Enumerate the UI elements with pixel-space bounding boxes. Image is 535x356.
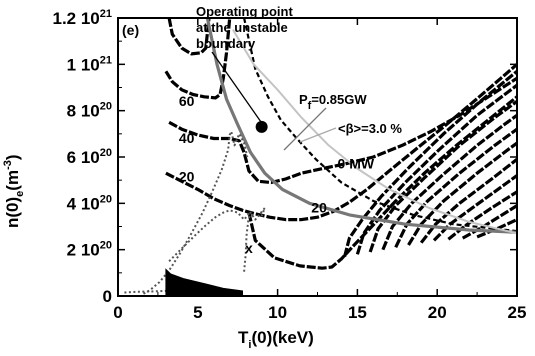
contour-series-7 [368,100,517,253]
annotation-operating-line1: Operating point [196,4,293,19]
fusion-power-leader [283,107,327,151]
x-tick-label: 15 [348,303,367,322]
contour-level-label: 20 [311,200,327,216]
contour-series-0 [167,18,211,56]
power-series-17 [205,18,517,234]
contour-series-14 [461,204,517,240]
y-tick-label: 0 [103,287,112,306]
contour-series-10 [407,141,517,246]
y-axis-label-close: ) [3,154,22,160]
operating-point-leader [211,51,263,124]
x-tick-label: 5 [193,303,202,322]
beta-series-18 [232,29,517,235]
pf-subscript: f [308,100,312,112]
annotation-operating-line3: boundary [196,36,256,51]
ignition-series-16 [243,18,517,233]
y-tick-label: 1 1021 [67,54,112,74]
annotation-beta: <β>=3.0 % [338,121,402,136]
annotation-fusion-power: Pf=0.85GW [299,92,367,112]
low-density-filled-region [165,268,243,296]
contour-series-12 [432,174,517,242]
contour-level-label: 60 [179,93,195,109]
contour-series-3 [165,63,517,222]
operating-point-marker [255,120,268,133]
label-layer: 0 5 10 15 20 25 0 2 1020 4 1020 6 1020 8 1020 1 102… [52,8,526,322]
pf-value: =0.85GW [311,92,367,107]
curve-layer [124,18,517,296]
plot-frame [117,17,518,297]
trajectory-series-20 [168,209,256,263]
y-tick-label: 2 1020 [67,240,112,260]
contour-series-11 [419,158,517,244]
contour-series-5 [343,70,517,258]
contour-series-2 [168,76,517,185]
beta-leader [299,127,337,143]
contour-level-label: x [245,240,253,256]
y-axis-label: n(0)e(m-3) [2,154,26,228]
x-tick-label: 20 [428,303,447,322]
x-tick-label: 0 [113,303,122,322]
y-axis-label-main: n(0) [3,197,22,228]
pf-symbol: P [299,92,308,107]
y-axis-label-sub: e [14,191,26,197]
contour-level-label: 20 [179,168,195,184]
tick-layer [117,17,518,297]
y-tick-label: 1.2 1021 [52,8,112,28]
axes-box [117,17,518,297]
contour-series-9 [394,127,517,248]
trajectory-series-21 [243,207,266,272]
y-tick-label: 6 1020 [67,147,112,167]
x-tick-label: 25 [508,303,527,322]
x-axis-label-rest: (0)(keV) [251,328,313,347]
contour-level-label: 40 [179,130,195,146]
x-axis-label-main: T [238,328,249,347]
contour-series-13 [447,190,517,241]
panel-label: (e) [122,22,139,38]
x-tick-label: 10 [268,303,287,322]
contour-series-1 [164,18,232,100]
y-axis-label-sup: -3 [2,160,14,170]
trajectory-series-19 [143,130,249,295]
x-axis-label: Ti(0)(keV) [238,328,314,351]
annotation-operating-line2: at the unstable [196,20,288,35]
contour-layer [164,18,517,270]
contour-series-8 [381,114,517,251]
y-tick-label: 4 1020 [67,193,112,213]
y-tick-label: 8 1020 [67,101,112,121]
contour-series-15 [476,218,517,239]
trajectory-series-22 [124,288,190,294]
x-axis-label-sub: i [248,339,251,351]
y-axis-label-rest: (m [3,170,22,191]
contour-level-label: 0 MW [338,156,375,172]
contour-series-4 [247,95,517,270]
